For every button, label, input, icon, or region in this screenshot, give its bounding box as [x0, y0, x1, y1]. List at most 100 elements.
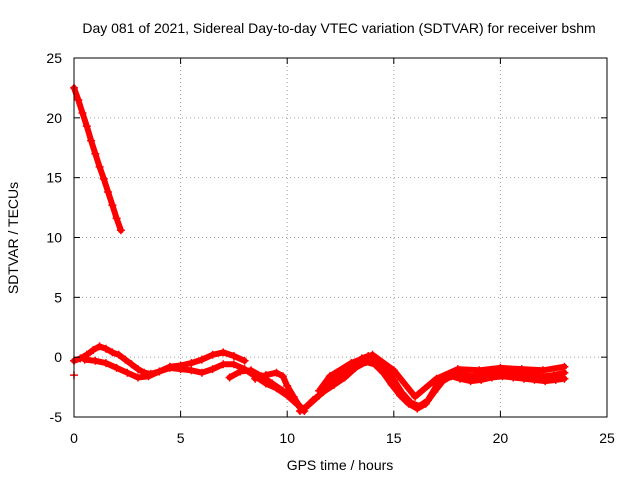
data-point — [496, 363, 505, 372]
data-point — [91, 149, 100, 158]
data-point — [229, 352, 238, 360]
data-point — [340, 373, 349, 382]
series-satellite-arc-8 — [315, 350, 569, 401]
x-tick-label: 25 — [599, 430, 615, 446]
data-point — [389, 366, 398, 375]
ticks: 0 5 10 15 20 25 -5 0 5 10 15 20 25 — [46, 50, 615, 446]
data-point — [108, 201, 117, 210]
data-point — [197, 368, 206, 377]
data-point — [477, 375, 486, 384]
data-point — [560, 362, 569, 371]
data-point — [300, 404, 309, 413]
data-point — [108, 348, 117, 357]
data-point — [475, 366, 484, 375]
data-point — [272, 368, 281, 377]
data-point — [487, 373, 496, 382]
data-point — [453, 365, 462, 374]
data-marks — [70, 83, 569, 415]
data-point — [82, 122, 91, 131]
data-point — [283, 381, 292, 390]
data-point — [187, 366, 196, 375]
data-point — [225, 373, 234, 382]
data-point — [396, 391, 405, 400]
data-point — [519, 374, 528, 383]
data-point — [498, 372, 507, 381]
data-point — [466, 377, 475, 386]
series-satellite-arc-5 — [251, 368, 304, 412]
data-point — [517, 365, 526, 374]
data-point — [127, 360, 136, 369]
data-point — [102, 344, 110, 353]
data-point — [368, 350, 377, 359]
data-point — [308, 396, 317, 405]
data-point — [455, 374, 464, 383]
data-point — [176, 365, 185, 374]
y-tick-label: 0 — [54, 349, 62, 365]
y-tick-label: 25 — [46, 50, 62, 66]
grid — [74, 58, 607, 417]
data-point — [278, 372, 287, 381]
y-tick-label: 5 — [54, 289, 62, 305]
data-point — [236, 367, 245, 376]
data-point — [530, 375, 539, 384]
x-tick-label: 10 — [279, 430, 295, 446]
y-tick-label: 15 — [46, 170, 62, 186]
data-point — [413, 404, 422, 413]
series-satellite-arc-1 — [70, 83, 125, 235]
x-tick-label: 5 — [177, 430, 185, 446]
data-point — [261, 371, 270, 380]
data-point — [121, 355, 130, 364]
data-point — [411, 392, 420, 401]
data-point — [541, 377, 550, 386]
y-tick-label: -5 — [50, 409, 63, 425]
chart-title: Day 081 of 2021, Sidereal Day-to-day VTE… — [82, 20, 595, 36]
data-point — [187, 359, 196, 368]
data-point — [509, 373, 518, 382]
data-point — [114, 350, 123, 359]
data-point — [330, 380, 339, 389]
data-point — [144, 372, 153, 381]
data-point — [116, 226, 125, 235]
data-point — [387, 380, 396, 389]
series-satellite-arc-2 — [70, 342, 249, 378]
data-point — [197, 355, 206, 364]
data-point — [560, 374, 569, 383]
y-tick-label: 20 — [46, 110, 62, 126]
x-tick-label: 0 — [70, 430, 78, 446]
data-point — [78, 109, 87, 117]
data-point — [80, 355, 89, 364]
data-point — [421, 399, 430, 408]
data-point — [112, 214, 121, 223]
y-axis-label: SDTVAR / TECUs — [5, 182, 21, 294]
series-line — [71, 343, 248, 377]
data-point — [219, 360, 228, 369]
data-point — [89, 346, 98, 354]
data-point — [370, 360, 379, 369]
data-point — [430, 387, 439, 396]
x-tick-label: 15 — [386, 430, 402, 446]
data-point — [251, 374, 260, 383]
y-tick-label: 10 — [46, 230, 62, 246]
data-point — [134, 373, 142, 382]
data-point — [268, 379, 277, 388]
series-line — [301, 359, 568, 412]
data-point — [278, 386, 287, 395]
data-point — [347, 359, 356, 368]
x-tick-label: 20 — [493, 430, 509, 446]
data-point — [539, 366, 547, 375]
data-point — [104, 188, 113, 196]
data-point — [551, 375, 560, 384]
data-point — [112, 363, 121, 372]
data-point — [247, 366, 255, 375]
x-axis-label: GPS time / hours — [287, 457, 394, 473]
data-point — [155, 367, 164, 376]
data-point — [325, 372, 334, 381]
data-point — [91, 356, 100, 365]
data-point — [379, 368, 388, 377]
data-point — [289, 392, 298, 401]
data-point — [404, 399, 413, 408]
data-point — [208, 365, 217, 374]
data-point — [102, 359, 110, 368]
